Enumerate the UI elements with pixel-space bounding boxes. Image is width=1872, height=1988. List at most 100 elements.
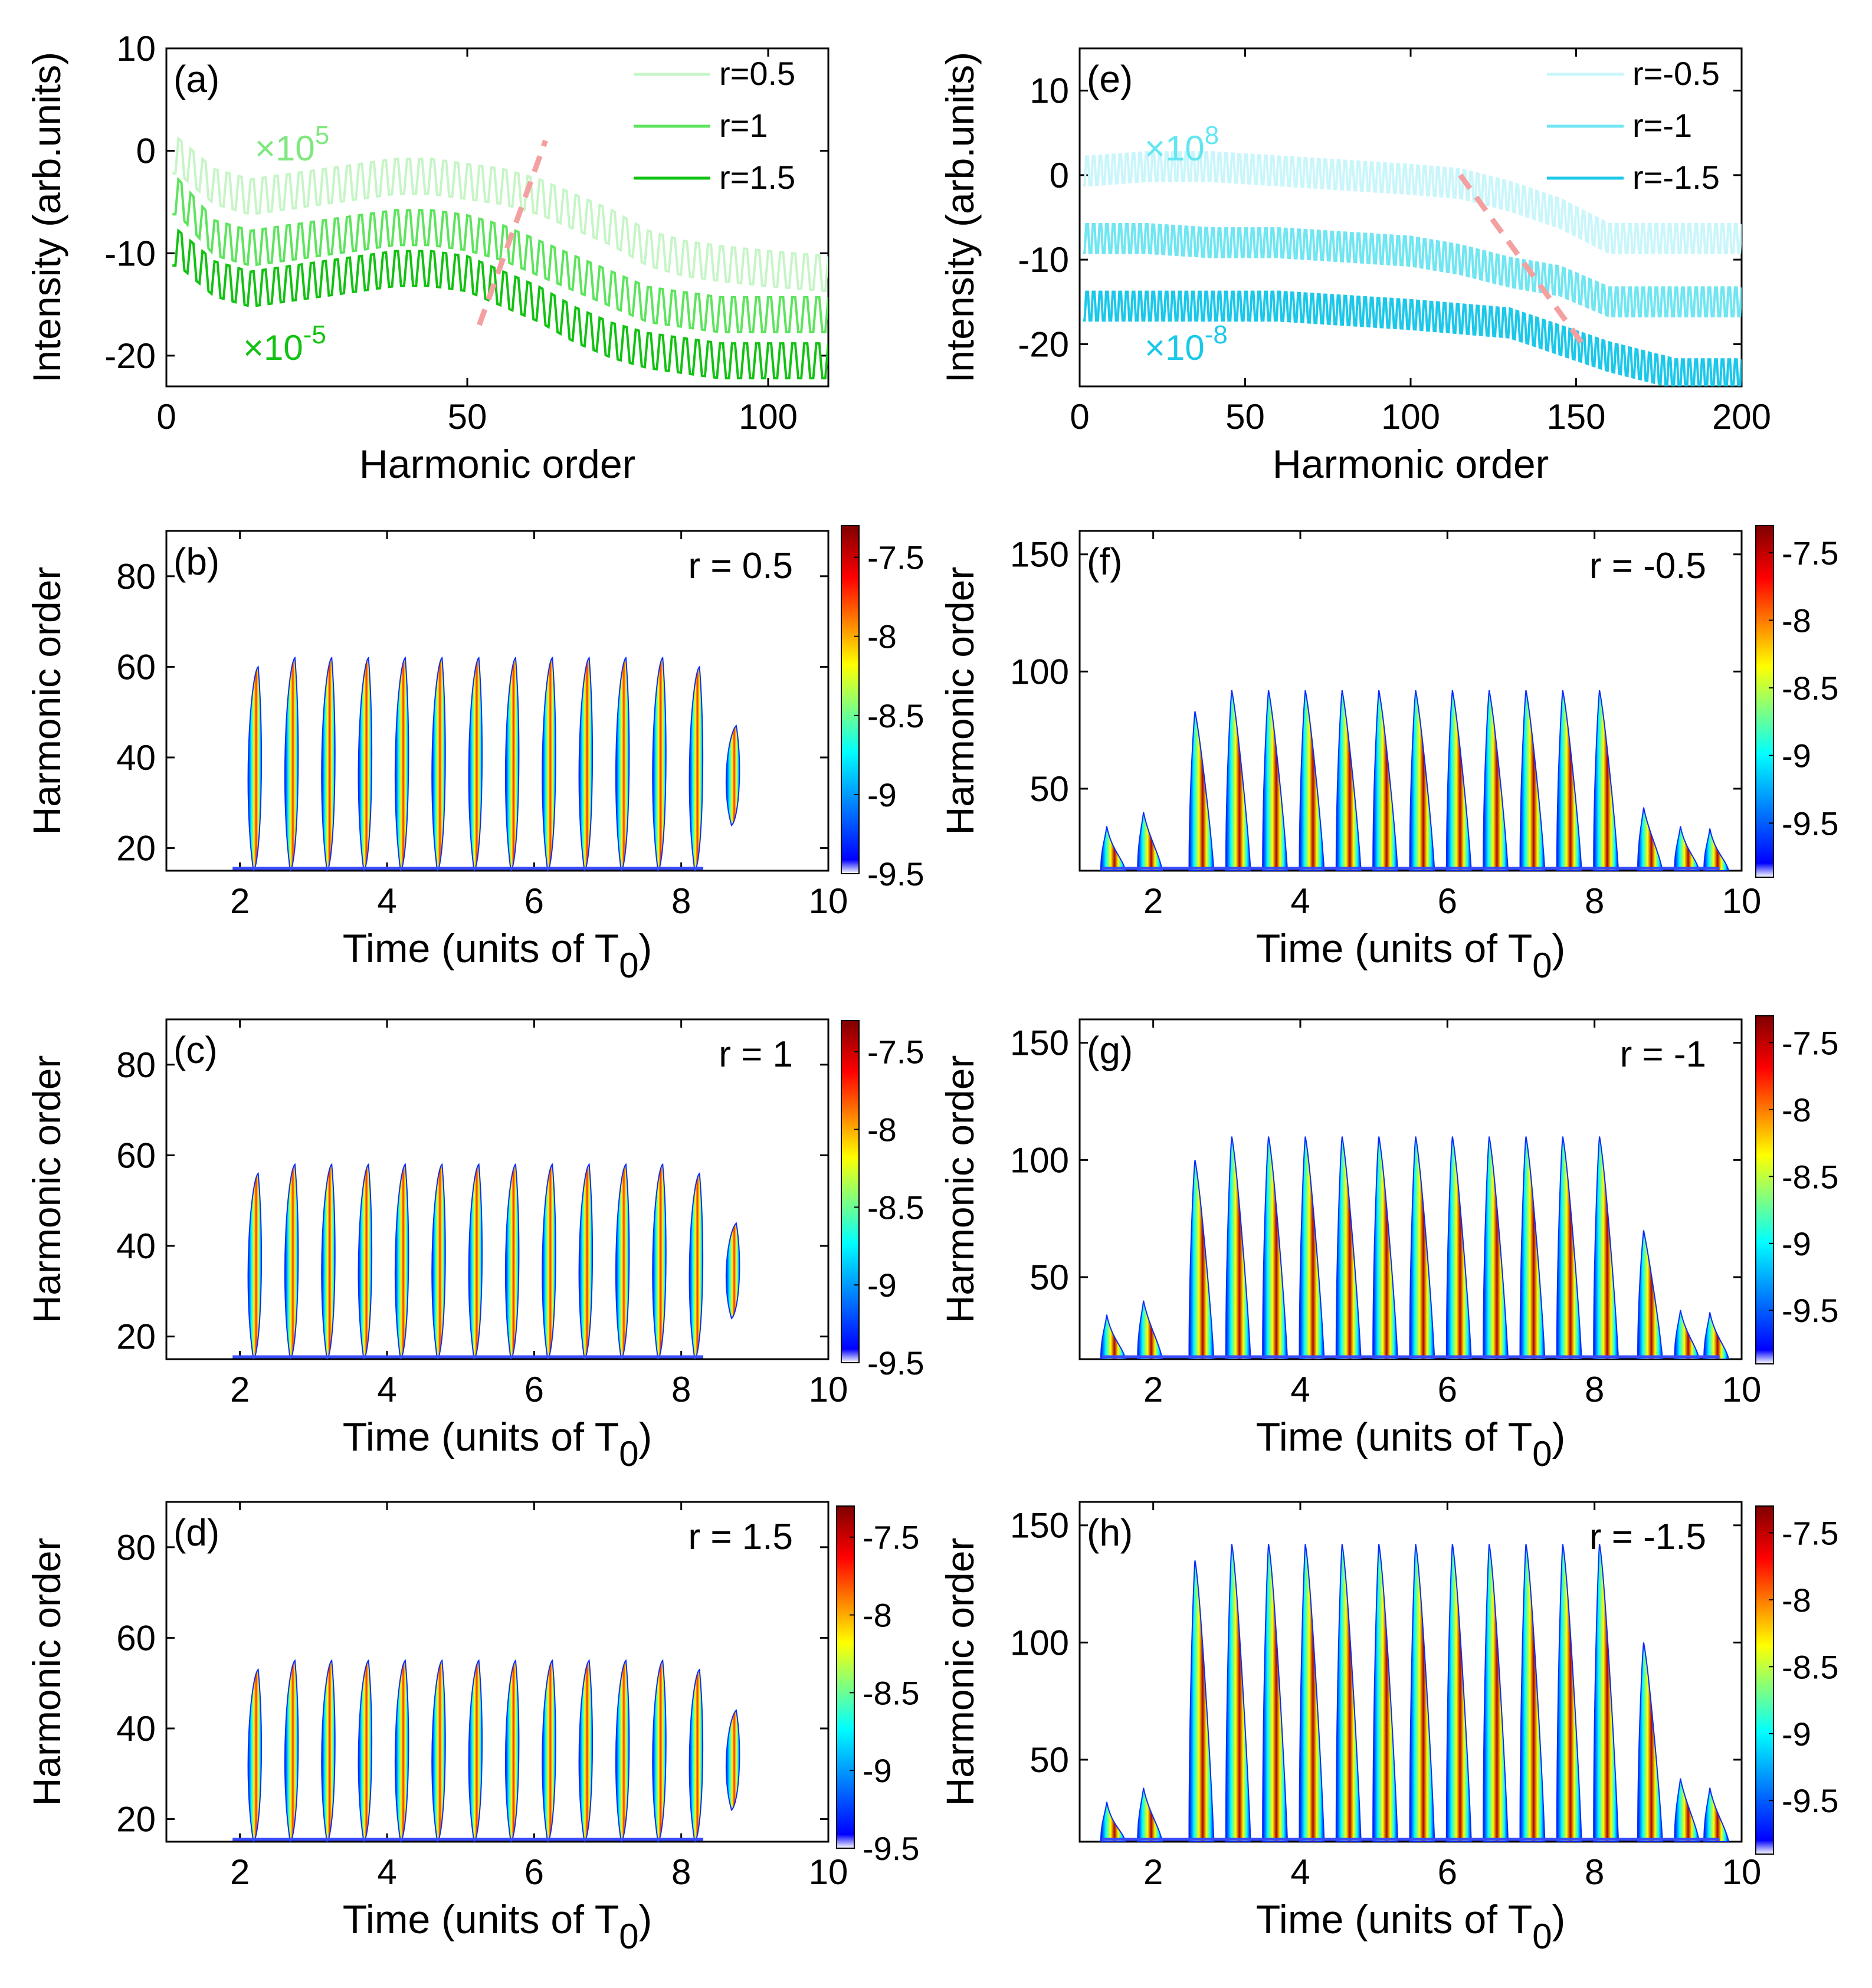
x-tick-label: 10 bbox=[1722, 881, 1762, 921]
colorbar-tick-label: -8.5 bbox=[863, 1674, 920, 1711]
scale-annotation: ×10-5 bbox=[243, 320, 326, 368]
burst-1 bbox=[247, 1172, 263, 1359]
colorbar-tick-label: -7.5 bbox=[867, 1034, 924, 1071]
x-tick-label: 10 bbox=[1722, 1370, 1762, 1409]
x-tick-label: 8 bbox=[1585, 1370, 1604, 1409]
x-tick-label: 6 bbox=[524, 1370, 544, 1409]
axes-box-d bbox=[165, 1501, 830, 1843]
panel-label: (e) bbox=[1087, 58, 1133, 100]
x-tick-label: 6 bbox=[524, 881, 544, 921]
x-tick-label: 100 bbox=[739, 397, 798, 437]
panel-label: (h) bbox=[1087, 1511, 1133, 1554]
x-axis-label: Harmonic order bbox=[1273, 442, 1549, 487]
burst-2 bbox=[1137, 812, 1163, 871]
y-tick-label: -20 bbox=[104, 336, 156, 376]
series-line-1 bbox=[172, 136, 828, 293]
colorbar bbox=[836, 1505, 855, 1849]
burst-5 bbox=[394, 1659, 409, 1842]
panel-label: (b) bbox=[173, 540, 219, 583]
y-tick-label: 80 bbox=[116, 1528, 156, 1567]
burst-11 bbox=[615, 657, 630, 871]
burst-4 bbox=[1225, 1136, 1251, 1359]
burst-12 bbox=[1519, 690, 1546, 871]
burst-group bbox=[232, 657, 740, 871]
r-value-label: r = 1.5 bbox=[689, 1517, 794, 1557]
colorbar-tick-label: -8 bbox=[1782, 602, 1811, 639]
colorbar-tick-label: -8.5 bbox=[1782, 670, 1839, 707]
x-tick-label: 50 bbox=[448, 397, 487, 437]
colorbar-tick-label: -9.5 bbox=[863, 1830, 920, 1867]
burst-13 bbox=[689, 665, 704, 871]
burst-3 bbox=[1188, 1560, 1215, 1842]
burst-5 bbox=[1262, 690, 1289, 871]
y-tick-label: 20 bbox=[116, 1800, 156, 1839]
y-tick-label: 50 bbox=[1030, 1258, 1069, 1297]
r-value-label: r = 0.5 bbox=[689, 546, 794, 586]
colorbar-tick-label: -8 bbox=[863, 1597, 892, 1634]
burst-8 bbox=[1372, 1136, 1399, 1359]
x-tick-label: 8 bbox=[671, 1370, 691, 1409]
x-tick-label: 2 bbox=[1143, 1370, 1163, 1409]
y-tick-label: 40 bbox=[116, 1709, 156, 1748]
burst-3 bbox=[321, 1163, 336, 1359]
burst-13 bbox=[689, 1172, 704, 1359]
colorbar-tick-label: -9 bbox=[1782, 737, 1811, 775]
burst-6 bbox=[1299, 1136, 1325, 1359]
burst-12 bbox=[1519, 1136, 1546, 1359]
burst-5 bbox=[1262, 1544, 1289, 1842]
burst-2 bbox=[1137, 1787, 1163, 1842]
burst-16 bbox=[1674, 826, 1700, 871]
colorbar-tick-label: -8 bbox=[1782, 1582, 1811, 1619]
y-tick-label: 50 bbox=[1030, 769, 1069, 809]
burst-5 bbox=[394, 657, 409, 871]
y-tick-label: -10 bbox=[104, 234, 156, 273]
burst-9 bbox=[1409, 1544, 1435, 1842]
y-tick-label: 10 bbox=[1030, 71, 1069, 111]
burst-9 bbox=[542, 1659, 556, 1842]
r-value-label: r = -1 bbox=[1620, 1034, 1706, 1075]
x-axis-label: Time (units of T0) bbox=[1256, 1897, 1566, 1956]
burst-3 bbox=[321, 657, 336, 871]
colorbar-tick-label: -8.5 bbox=[867, 697, 924, 734]
colorbar bbox=[1755, 1015, 1774, 1364]
burst-11 bbox=[1483, 1136, 1509, 1359]
burst-7 bbox=[468, 1659, 483, 1842]
burst-16 bbox=[1674, 1778, 1700, 1842]
x-axis-label: Time (units of T0) bbox=[1256, 926, 1566, 985]
colorbar-tick-label: -8.5 bbox=[1782, 1648, 1839, 1685]
burst-1 bbox=[1100, 1314, 1126, 1359]
y-axis-label: Harmonic order bbox=[938, 1538, 982, 1806]
burst-group bbox=[232, 1659, 740, 1842]
colorbar-tick-label: -8.5 bbox=[1782, 1158, 1839, 1195]
x-axis-label: Time (units of T0) bbox=[343, 1415, 653, 1474]
burst-3 bbox=[1188, 711, 1215, 871]
y-tick-label: 60 bbox=[116, 647, 156, 687]
burst-1 bbox=[1100, 826, 1126, 871]
y-tick-label: 20 bbox=[116, 1317, 156, 1357]
y-axis-label: Harmonic order bbox=[25, 1055, 68, 1324]
burst-9 bbox=[542, 657, 556, 871]
burst-12 bbox=[652, 1163, 667, 1359]
y-tick-label: 0 bbox=[1050, 156, 1069, 195]
legend-entry: r=1.5 bbox=[719, 159, 795, 196]
burst-6 bbox=[1299, 690, 1325, 871]
burst-15 bbox=[1637, 807, 1663, 871]
burst-6 bbox=[1299, 1544, 1325, 1842]
burst-12 bbox=[652, 1659, 667, 1842]
x-tick-label: 150 bbox=[1546, 397, 1605, 437]
burst-9 bbox=[1409, 690, 1435, 871]
x-tick-label: 200 bbox=[1712, 397, 1771, 437]
burst-11 bbox=[1483, 1544, 1509, 1842]
burst-6 bbox=[431, 657, 446, 871]
burst-7 bbox=[1335, 1544, 1362, 1842]
x-tick-label: 8 bbox=[671, 881, 691, 921]
y-tick-label: -10 bbox=[1018, 240, 1069, 280]
burst-7 bbox=[468, 657, 483, 871]
y-tick-label: 80 bbox=[116, 557, 156, 596]
r-value-label: r = -0.5 bbox=[1589, 546, 1706, 586]
panel-g: 2 4 6 8 10 150 100 50 (g) Harmonic order Time (uni… bbox=[938, 1015, 1839, 1474]
y-tick-label: 60 bbox=[116, 1618, 156, 1658]
colorbar bbox=[841, 525, 860, 874]
colorbar-tick-label: -9 bbox=[1782, 1715, 1811, 1753]
x-tick-label: 6 bbox=[524, 1852, 544, 1892]
